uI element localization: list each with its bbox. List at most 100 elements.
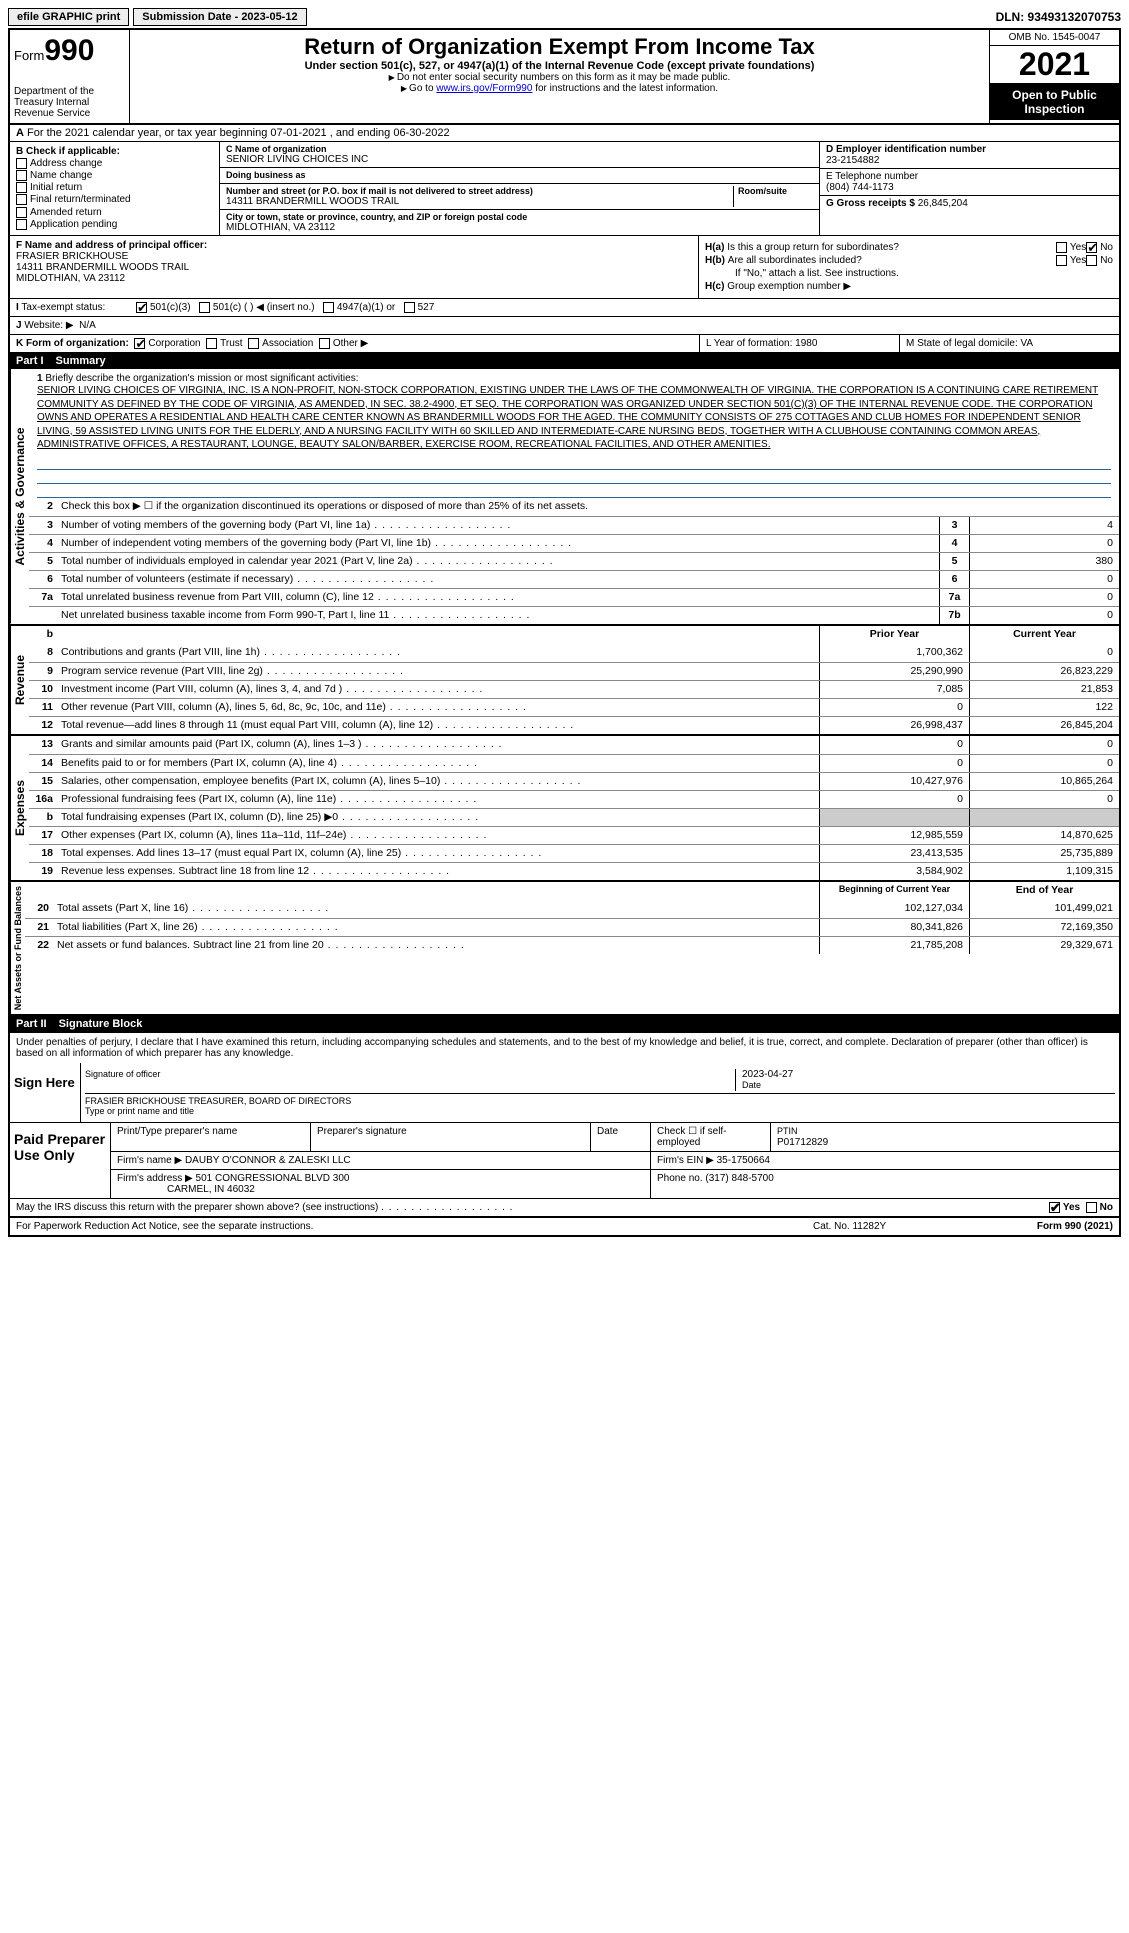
data-line: bTotal fundraising expenses (Part IX, co…: [29, 808, 1119, 826]
e-label: E Telephone number: [826, 171, 1113, 182]
form-title: Return of Organization Exempt From Incom…: [138, 34, 981, 60]
officer-addr2: MIDLOTHIAN, VA 23112: [16, 273, 125, 284]
b-option[interactable]: Address change: [16, 158, 213, 169]
d-label: D Employer identification number: [826, 144, 1113, 155]
ha-label: Is this a group return for subordinates?: [727, 242, 1056, 253]
form-subtitle: Under section 501(c), 527, or 4947(a)(1)…: [138, 60, 981, 72]
gov-line: 4Number of independent voting members of…: [29, 534, 1119, 552]
discuss-no[interactable]: [1086, 1202, 1097, 1213]
sig-date: 2023-04-27: [742, 1069, 793, 1080]
side-expenses: Expenses: [10, 736, 29, 880]
part1-title: Summary: [56, 355, 106, 367]
b-option[interactable]: Final return/terminated: [16, 194, 213, 205]
section-f: F Name and address of principal officer:…: [10, 236, 699, 298]
b-header: B Check if applicable:: [16, 146, 213, 157]
k-other[interactable]: [319, 338, 330, 349]
row-a-period: A For the 2021 calendar year, or tax yea…: [10, 125, 1119, 142]
bcy-hdr: Beginning of Current Year: [819, 882, 969, 900]
sig-officer-label: Signature of officer: [85, 1069, 735, 1091]
street-label: Number and street (or P.O. box if mail i…: [226, 186, 733, 196]
i-527[interactable]: [404, 302, 415, 313]
efile-print-button[interactable]: efile GRAPHIC print: [8, 8, 129, 26]
phone-value: (804) 744-1173: [826, 182, 1113, 193]
k-o3: Other ▶: [333, 338, 368, 349]
firm-phone: (317) 848-5700: [705, 1173, 773, 1184]
blank-line: [37, 470, 1111, 484]
form-container: Form990 Department of the Treasury Inter…: [8, 28, 1121, 1237]
ha-yes[interactable]: [1056, 242, 1067, 253]
sig-date-label: Date: [742, 1080, 761, 1090]
state-domicile: M State of legal domicile: VA: [899, 335, 1119, 352]
i-501c[interactable]: [199, 302, 210, 313]
gov-line: 7aTotal unrelated business revenue from …: [29, 588, 1119, 606]
dba-label: Doing business as: [226, 170, 813, 180]
k-o1: Trust: [220, 338, 242, 349]
na-hdr-blank: [25, 882, 53, 900]
form-id-block: Form990 Department of the Treasury Inter…: [10, 30, 130, 123]
street-value: 14311 BRANDERMILL WOODS TRAIL: [226, 196, 733, 207]
i-label: Tax-exempt status:: [21, 302, 105, 313]
officer-printed: FRASIER BRICKHOUSE TREASURER, BOARD OF D…: [85, 1096, 351, 1106]
submission-date-button[interactable]: Submission Date - 2023-05-12: [133, 8, 306, 26]
j-label: Website: ▶: [24, 320, 73, 331]
b-option[interactable]: Application pending: [16, 219, 213, 230]
form-number: 990: [44, 34, 94, 67]
ha-no[interactable]: [1086, 242, 1097, 253]
prep-selfemp: Check ☐ if self-employed: [651, 1123, 771, 1151]
b-option[interactable]: Amended return: [16, 207, 213, 218]
k-trust[interactable]: [206, 338, 217, 349]
year-block: OMB No. 1545-0047 2021 Open to Public In…: [989, 30, 1119, 123]
discuss-yes[interactable]: [1049, 1202, 1060, 1213]
officer-label: Type or print name and title: [85, 1106, 194, 1116]
section-c: C Name of organization SENIOR LIVING CHO…: [220, 142, 819, 235]
firm-phone-lbl: Phone no.: [657, 1173, 703, 1184]
k-assoc[interactable]: [248, 338, 259, 349]
city-value: MIDLOTHIAN, VA 23112: [226, 222, 813, 233]
side-revenue: Revenue: [10, 626, 29, 734]
blank-line: [37, 484, 1111, 498]
gross-receipts: 26,845,204: [918, 198, 968, 209]
year-formation: L Year of formation: 1980: [699, 335, 899, 352]
data-line: 19Revenue less expenses. Subtract line 1…: [29, 862, 1119, 880]
k-corp[interactable]: [134, 338, 145, 349]
blank-line: [37, 456, 1111, 470]
dln-label: DLN: 93493132070753: [996, 10, 1121, 24]
data-line: 8Contributions and grants (Part VIII, li…: [29, 644, 1119, 662]
declaration: Under penalties of perjury, I declare th…: [10, 1032, 1119, 1063]
gov-line: 6Total number of volunteers (estimate if…: [29, 570, 1119, 588]
i-501c3[interactable]: [136, 302, 147, 313]
part1-num: Part I: [16, 355, 44, 367]
ptin-label: PTIN: [777, 1126, 798, 1136]
sign-here-label: Sign Here: [10, 1063, 80, 1122]
part2-title: Signature Block: [59, 1018, 143, 1030]
section-deg: D Employer identification number 23-2154…: [819, 142, 1119, 235]
form-footer: Form 990 (2021): [953, 1221, 1113, 1232]
gov-line: 3Number of voting members of the governi…: [29, 516, 1119, 534]
data-line: 21Total liabilities (Part X, line 26)80,…: [25, 918, 1119, 936]
line1-num: 1: [37, 373, 43, 384]
hb-label: Are all subordinates included?: [728, 255, 1056, 266]
i-o3: 4947(a)(1) or: [337, 302, 395, 313]
irs-link[interactable]: www.irs.gov/Form990: [436, 83, 532, 94]
firm-addr2: CARMEL, IN 46032: [167, 1184, 255, 1195]
form-word: Form: [14, 48, 44, 63]
goto-prefix: Go to: [401, 83, 436, 94]
officer-addr1: 14311 BRANDERMILL WOODS TRAIL: [16, 262, 189, 273]
firm-name: DAUBY O'CONNOR & ZALESKI LLC: [185, 1155, 351, 1166]
i-4947[interactable]: [323, 302, 334, 313]
f-label: F Name and address of principal officer:: [16, 240, 207, 251]
side-netassets: Net Assets or Fund Balances: [10, 882, 25, 1014]
data-line: 13Grants and similar amounts paid (Part …: [29, 736, 1119, 754]
part1-header: Part I Summary: [10, 353, 1119, 369]
tax-year: 2021: [990, 46, 1119, 84]
hb-yes[interactable]: [1056, 255, 1067, 266]
ssn-note: Do not enter social security numbers on …: [138, 72, 981, 83]
b-option[interactable]: Initial return: [16, 182, 213, 193]
g-label: G Gross receipts $: [826, 198, 915, 209]
data-line: 9Program service revenue (Part VIII, lin…: [29, 662, 1119, 680]
discuss-text: May the IRS discuss this return with the…: [16, 1202, 378, 1213]
org-name: SENIOR LIVING CHOICES INC: [226, 154, 813, 165]
data-line: 14Benefits paid to or for members (Part …: [29, 754, 1119, 772]
b-option[interactable]: Name change: [16, 170, 213, 181]
hb-no[interactable]: [1086, 255, 1097, 266]
